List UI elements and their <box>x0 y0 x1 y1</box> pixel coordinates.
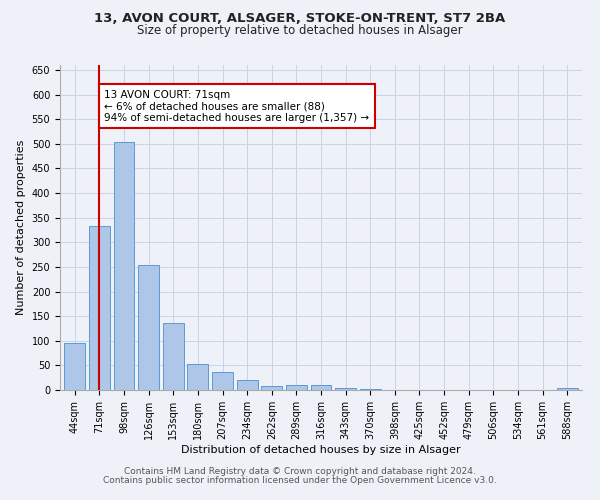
Bar <box>236 380 257 390</box>
Y-axis label: Number of detached properties: Number of detached properties <box>16 140 26 315</box>
Bar <box>113 142 134 390</box>
Bar <box>212 372 233 390</box>
Bar <box>64 343 85 390</box>
Text: Contains HM Land Registry data © Crown copyright and database right 2024.: Contains HM Land Registry data © Crown c… <box>124 467 476 476</box>
Text: 13 AVON COURT: 71sqm
← 6% of detached houses are smaller (88)
94% of semi-detach: 13 AVON COURT: 71sqm ← 6% of detached ho… <box>104 90 370 123</box>
Bar <box>187 364 208 390</box>
Text: Size of property relative to detached houses in Alsager: Size of property relative to detached ho… <box>137 24 463 37</box>
Bar <box>311 385 331 390</box>
Bar <box>557 388 578 390</box>
Bar <box>360 388 381 390</box>
Bar <box>138 266 159 390</box>
Bar <box>163 322 184 390</box>
Text: 13, AVON COURT, ALSAGER, STOKE-ON-TRENT, ST7 2BA: 13, AVON COURT, ALSAGER, STOKE-ON-TRENT,… <box>94 12 506 26</box>
Bar <box>261 386 282 390</box>
Text: Contains public sector information licensed under the Open Government Licence v3: Contains public sector information licen… <box>103 476 497 485</box>
Bar <box>286 385 307 390</box>
X-axis label: Distribution of detached houses by size in Alsager: Distribution of detached houses by size … <box>181 444 461 454</box>
Bar <box>335 388 356 390</box>
Bar <box>89 226 110 390</box>
